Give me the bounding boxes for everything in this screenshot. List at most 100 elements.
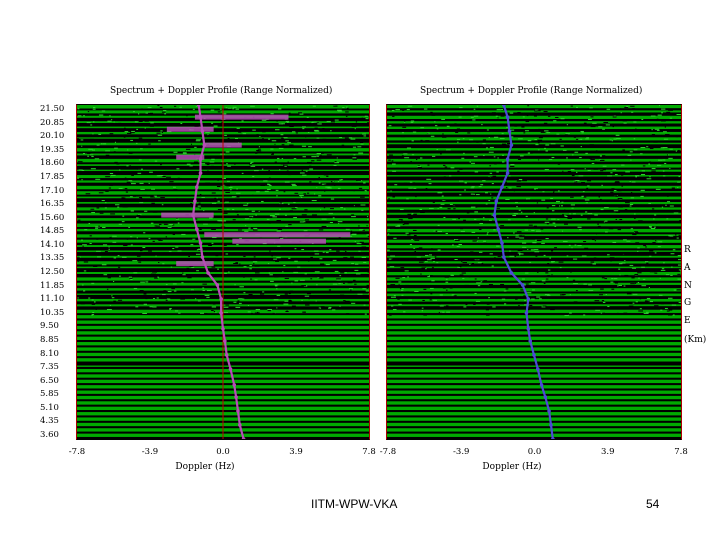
noise-speck	[512, 215, 517, 217]
noise-speck	[334, 162, 340, 164]
noise-speck	[153, 195, 157, 197]
noise-speck	[90, 208, 95, 210]
noise-speck	[133, 295, 136, 297]
noise-speck	[311, 200, 317, 202]
noise-speck	[658, 105, 661, 107]
noise-speck	[592, 263, 596, 265]
noise-speck	[648, 301, 654, 303]
noise-speck	[129, 236, 133, 238]
noise-speck	[350, 256, 354, 258]
noise-speck	[537, 110, 541, 112]
noise-speck	[407, 105, 413, 107]
noise-speck	[569, 294, 571, 296]
noise-speck	[442, 183, 446, 185]
noise-speck	[602, 301, 606, 303]
noise-speck	[541, 242, 545, 244]
doppler-profile-point	[496, 227, 500, 231]
noise-speck	[286, 170, 289, 172]
noise-speck	[434, 125, 438, 127]
noise-speck	[223, 312, 229, 314]
noise-speck	[518, 235, 522, 237]
noise-speck	[265, 123, 270, 125]
noise-speck	[99, 212, 104, 214]
noise-speck	[537, 142, 540, 144]
noise-speck	[318, 229, 324, 231]
range-gate-stripe	[387, 192, 681, 197]
left-x-axis-label: Doppler (Hz)	[175, 462, 235, 472]
noise-speck	[543, 282, 546, 284]
noise-speck	[534, 109, 539, 111]
noise-speck	[327, 221, 331, 223]
noise-speck	[353, 279, 356, 281]
noise-speck	[210, 165, 214, 167]
noise-speck	[298, 112, 303, 114]
noise-speck	[254, 265, 260, 267]
noise-speck	[88, 222, 91, 224]
noise-speck	[211, 310, 214, 312]
noise-speck	[439, 305, 444, 307]
noise-speck	[440, 203, 445, 205]
noise-speck	[431, 114, 436, 116]
noise-speck	[162, 294, 166, 296]
noise-speck	[145, 298, 148, 300]
noise-speck	[176, 168, 180, 170]
noise-speck	[447, 208, 451, 210]
noise-speck	[359, 241, 364, 243]
noise-speck	[442, 133, 444, 135]
noise-speck	[399, 288, 402, 290]
noise-speck	[266, 291, 270, 293]
noise-speck	[280, 253, 282, 255]
noise-speck	[323, 207, 326, 209]
noise-speck	[527, 199, 531, 201]
noise-speck	[118, 223, 123, 225]
noise-speck	[118, 122, 122, 124]
noise-speck	[367, 271, 369, 273]
gap-band	[387, 362, 681, 366]
noise-speck	[194, 218, 198, 220]
noise-speck	[236, 188, 238, 190]
noise-speck	[558, 261, 564, 263]
noise-speck	[306, 116, 309, 118]
noise-speck	[235, 306, 241, 308]
noise-speck	[169, 156, 173, 158]
noise-speck	[361, 209, 364, 211]
noise-speck	[519, 253, 524, 255]
noise-speck	[398, 284, 400, 286]
noise-speck	[575, 180, 580, 182]
noise-speck	[109, 133, 114, 135]
noise-speck	[412, 229, 417, 231]
noise-speck	[277, 228, 282, 230]
noise-speck	[80, 140, 86, 142]
noise-speck	[405, 232, 409, 234]
noise-speck	[653, 226, 659, 228]
noise-speck	[623, 312, 628, 314]
right-spectrum-svg	[387, 105, 681, 439]
noise-speck	[336, 250, 340, 252]
noise-speck	[274, 284, 279, 286]
noise-speck	[517, 249, 523, 251]
noise-speck	[235, 138, 238, 140]
noise-speck	[469, 263, 471, 265]
noise-speck	[598, 126, 603, 128]
doppler-profile-point	[526, 327, 531, 331]
noise-speck	[410, 121, 414, 123]
noise-speck	[568, 286, 573, 288]
doppler-profile-point	[551, 437, 555, 439]
noise-speck	[310, 278, 313, 280]
noise-speck	[605, 294, 607, 296]
noise-speck	[261, 119, 267, 121]
noise-speck	[531, 229, 535, 231]
noise-speck	[603, 122, 609, 124]
noise-speck	[354, 263, 359, 265]
noise-speck	[174, 310, 179, 312]
noise-speck	[575, 171, 578, 173]
noise-speck	[445, 233, 448, 235]
y-tick-label: 12.50	[40, 267, 65, 277]
noise-speck	[92, 108, 96, 110]
noise-speck	[661, 112, 663, 114]
noise-speck	[133, 287, 138, 289]
noise-speck	[533, 212, 535, 214]
noise-speck	[332, 314, 338, 316]
range-letter-a: A	[684, 263, 691, 273]
noise-speck	[546, 223, 549, 225]
